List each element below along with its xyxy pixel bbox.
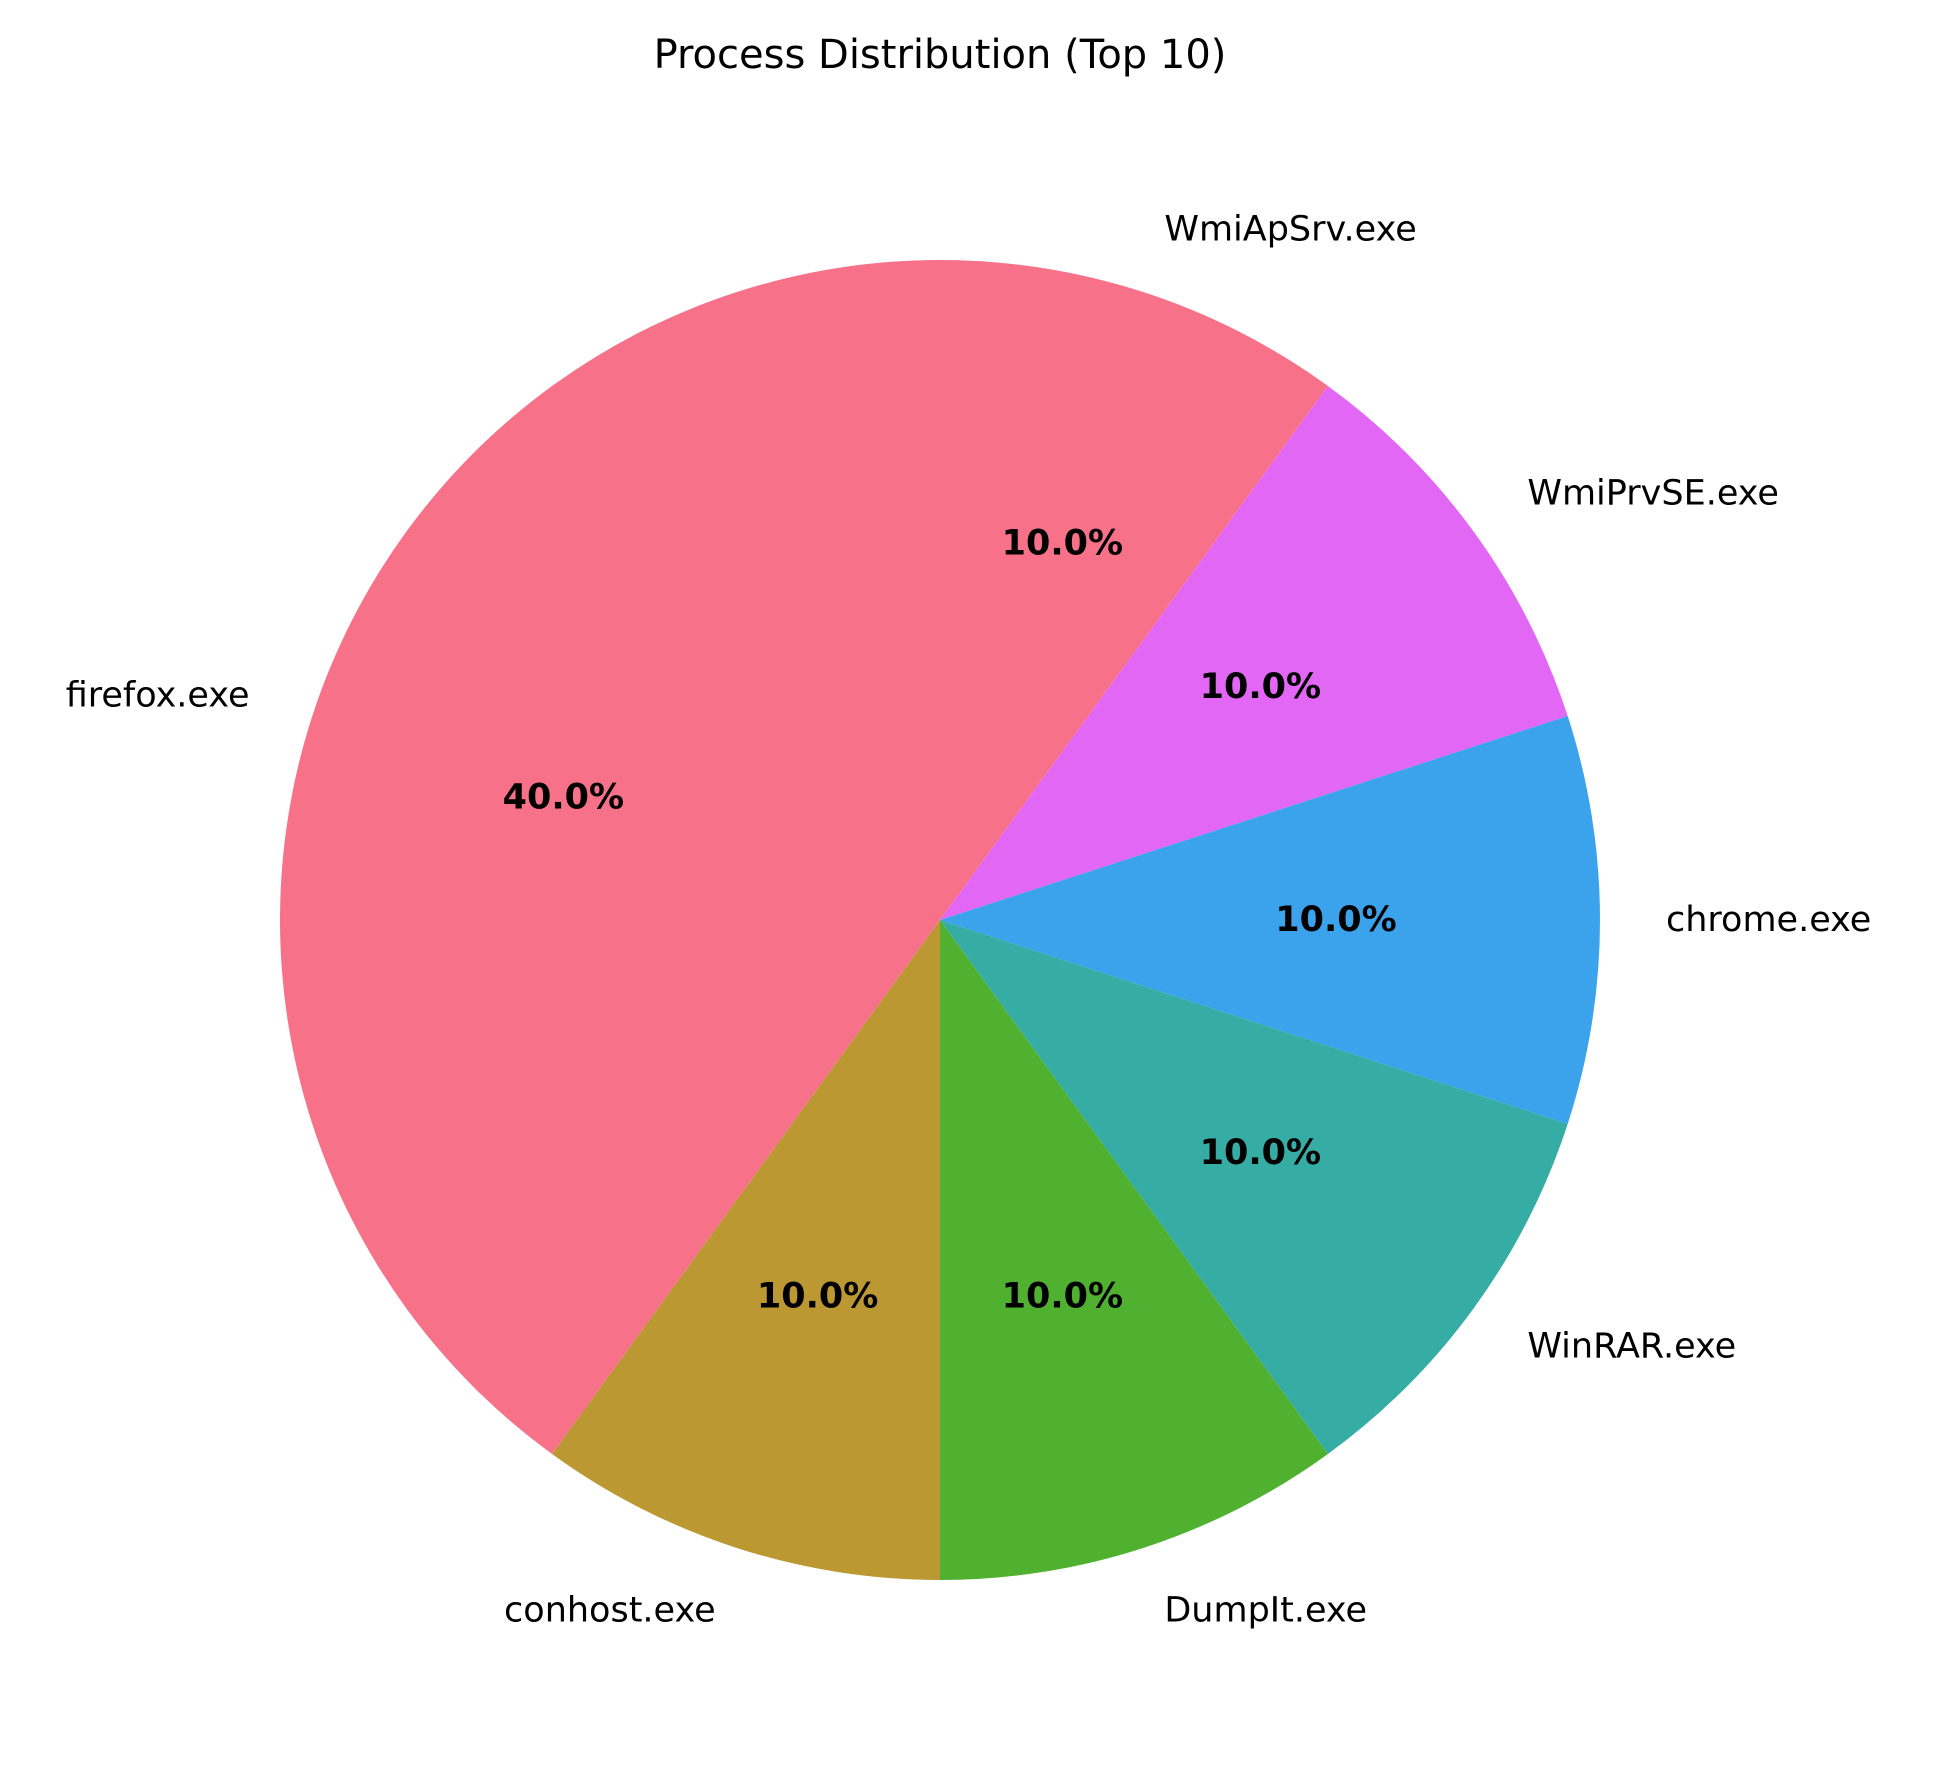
pie-slice-winrar: [940, 920, 1568, 1454]
slice-label-winrar: WinRAR.exe: [1527, 1327, 1736, 1367]
pct-label-chrome: 10.0%: [1275, 900, 1396, 940]
pct-label-dumpit: 10.0%: [1002, 1277, 1123, 1317]
pie-slice-wmiapsrv: [940, 260, 1328, 920]
pie-slice-wmiprvse: [940, 386, 1568, 920]
chart-title: Process Distribution (Top 10): [654, 32, 1227, 78]
pct-label-wmiprvse: 10.0%: [1200, 667, 1321, 707]
pie-slice-chrome: [940, 716, 1600, 1124]
pie-slices: [280, 260, 1600, 1580]
pct-label-winrar: 10.0%: [1200, 1133, 1321, 1173]
pie-slice-conhost: [552, 920, 940, 1580]
slice-label-conhost: conhost.exe: [504, 1590, 716, 1630]
slice-label-wmiprvse: WmiPrvSE.exe: [1527, 473, 1779, 513]
pct-label-firefox: 40.0%: [503, 778, 624, 818]
slice-label-wmiapsrv: WmiApSrv.exe: [1164, 210, 1416, 250]
pie-slice-firefox: [280, 260, 940, 1454]
pct-label-wmiapsrv: 10.0%: [1002, 523, 1123, 563]
pie-labels: 10.0% WmiApSrv.exe 10.0% WmiPrvSE.exe 10.0% c…: [66, 210, 1872, 1631]
slice-label-chrome: chrome.exe: [1666, 900, 1871, 940]
slice-label-dumpit: DumpIt.exe: [1164, 1590, 1367, 1630]
pct-label-conhost: 10.0%: [757, 1277, 878, 1317]
pie-slice-dumpit: [940, 920, 1328, 1580]
slice-label-firefox: firefox.exe: [66, 676, 250, 716]
